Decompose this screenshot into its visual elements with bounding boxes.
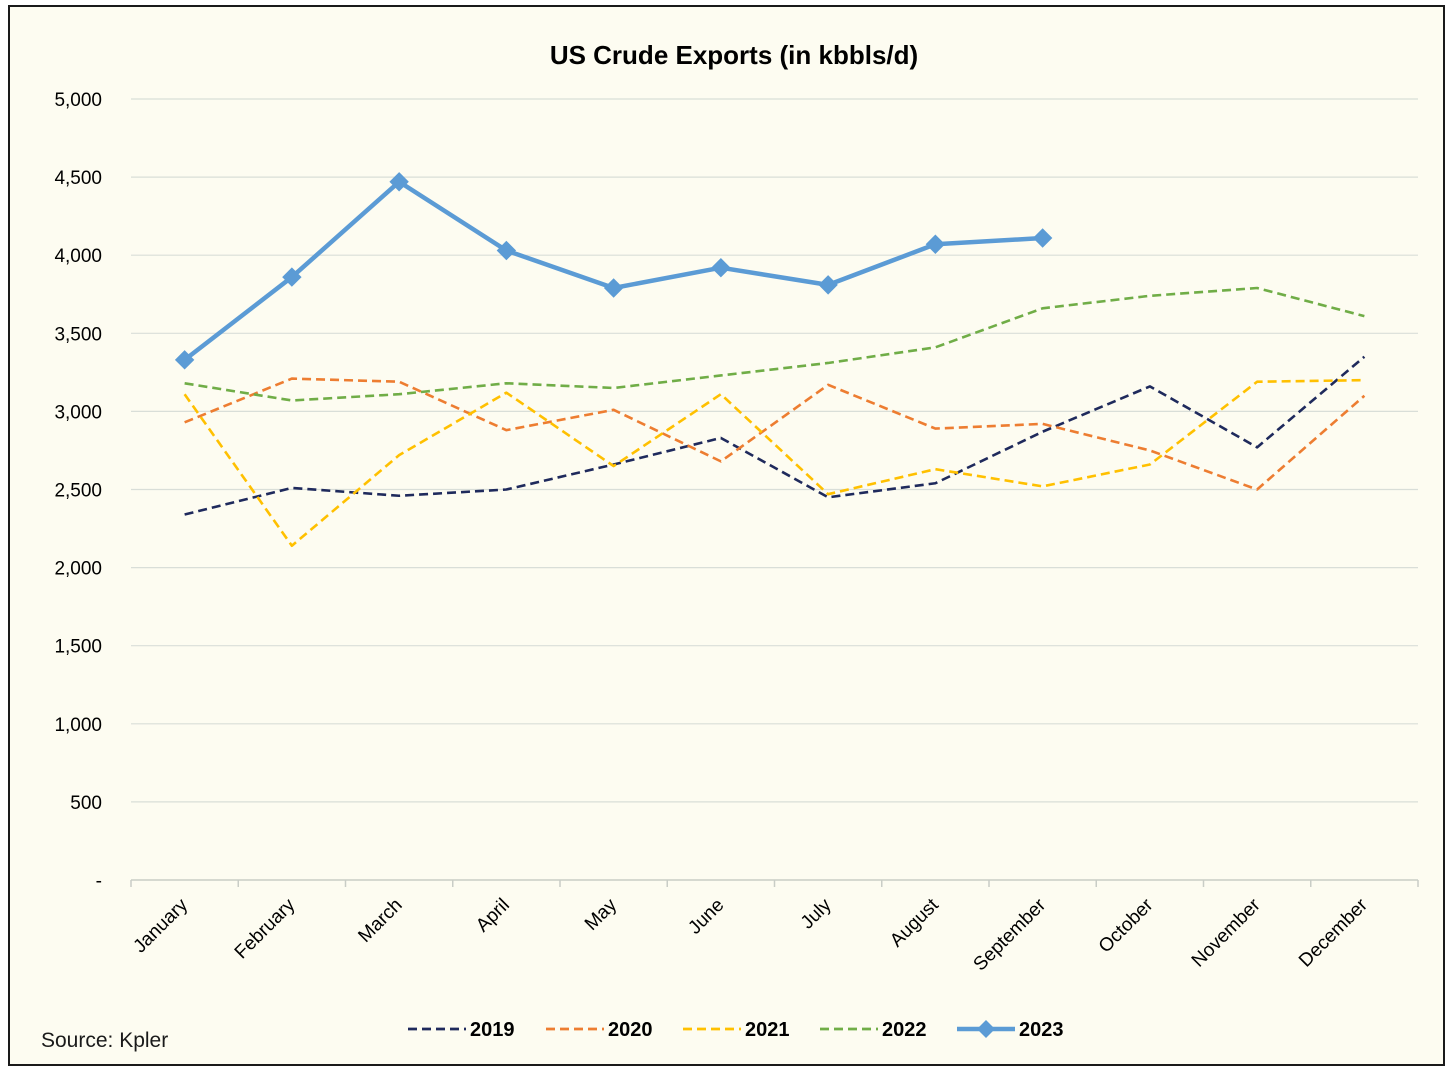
series-line-2020 [184, 377, 1366, 491]
y-axis-ticks: - 500 1,000 1,500 2,000 2,500 3,000 3,500 4,000 4… [54, 90, 102, 892]
data-point-2023 [1032, 228, 1053, 248]
x-tick-label: February [231, 894, 300, 963]
data-point-2023 [496, 240, 517, 261]
x-tick-label: June [684, 895, 728, 939]
legend-label-2020: 2020 [608, 1019, 653, 1041]
y-tick-label: 3,000 [54, 402, 102, 423]
data-point-2023 [282, 267, 302, 287]
data-point-2023 [389, 172, 409, 192]
x-tick-label: October [1095, 894, 1158, 957]
data-point-2023 [818, 275, 838, 295]
y-tick-label: - [96, 871, 102, 892]
y-tick-label: 3,500 [54, 324, 102, 345]
chart-title: US Crude Exports (in kbbls/d) [550, 40, 918, 70]
y-tick-label: 4,500 [54, 168, 102, 189]
series-lines [174, 172, 1366, 548]
source-note: Source: Kpler [41, 1029, 168, 1052]
y-tick-label: 2,000 [54, 559, 102, 580]
y-tick-label: 1,000 [54, 715, 102, 736]
x-tick-label: April [472, 895, 514, 937]
legend-label-2023: 2023 [1019, 1019, 1064, 1041]
x-tick-label: September [970, 894, 1051, 975]
x-tick-label: November [1188, 894, 1265, 971]
axes [130, 879, 1419, 887]
series-line-2022 [184, 286, 1365, 402]
data-point-2023 [711, 257, 731, 278]
x-tick-label: December [1295, 894, 1372, 971]
y-tick-label: 2,500 [54, 481, 102, 502]
y-tick-label: 4,000 [54, 246, 102, 267]
legend-label-2019: 2019 [470, 1019, 515, 1041]
x-axis-ticks: January February March April May June July Augu… [130, 894, 1373, 975]
data-point-2023 [174, 350, 195, 370]
legend: 2019 2020 2021 2022 2023 [408, 1019, 1064, 1041]
data-point-2023 [925, 234, 946, 254]
gridlines [131, 98, 1418, 803]
series-line-2019 [184, 355, 1366, 516]
x-tick-label: August [886, 894, 943, 951]
line-chart: US Crude Exports (in kbbls/d) - 500 1,000 1… [41, 40, 1419, 1052]
y-tick-label: 5,000 [54, 90, 102, 111]
legend-label-2022: 2022 [882, 1019, 927, 1041]
chart-frame: US Crude Exports (in kbbls/d) - 500 1,000 1… [8, 5, 1445, 1066]
x-tick-label: May [581, 894, 622, 935]
legend-label-2021: 2021 [745, 1019, 790, 1041]
y-tick-label: 1,500 [54, 637, 102, 658]
x-tick-label: January [130, 894, 193, 957]
series-line-2021 [183, 378, 1365, 548]
x-tick-label: March [354, 895, 406, 947]
y-tick-label: 500 [70, 793, 102, 814]
x-tick-label: July [797, 894, 836, 933]
legend-marker-2023 [977, 1020, 995, 1038]
data-point-2023 [603, 278, 624, 298]
